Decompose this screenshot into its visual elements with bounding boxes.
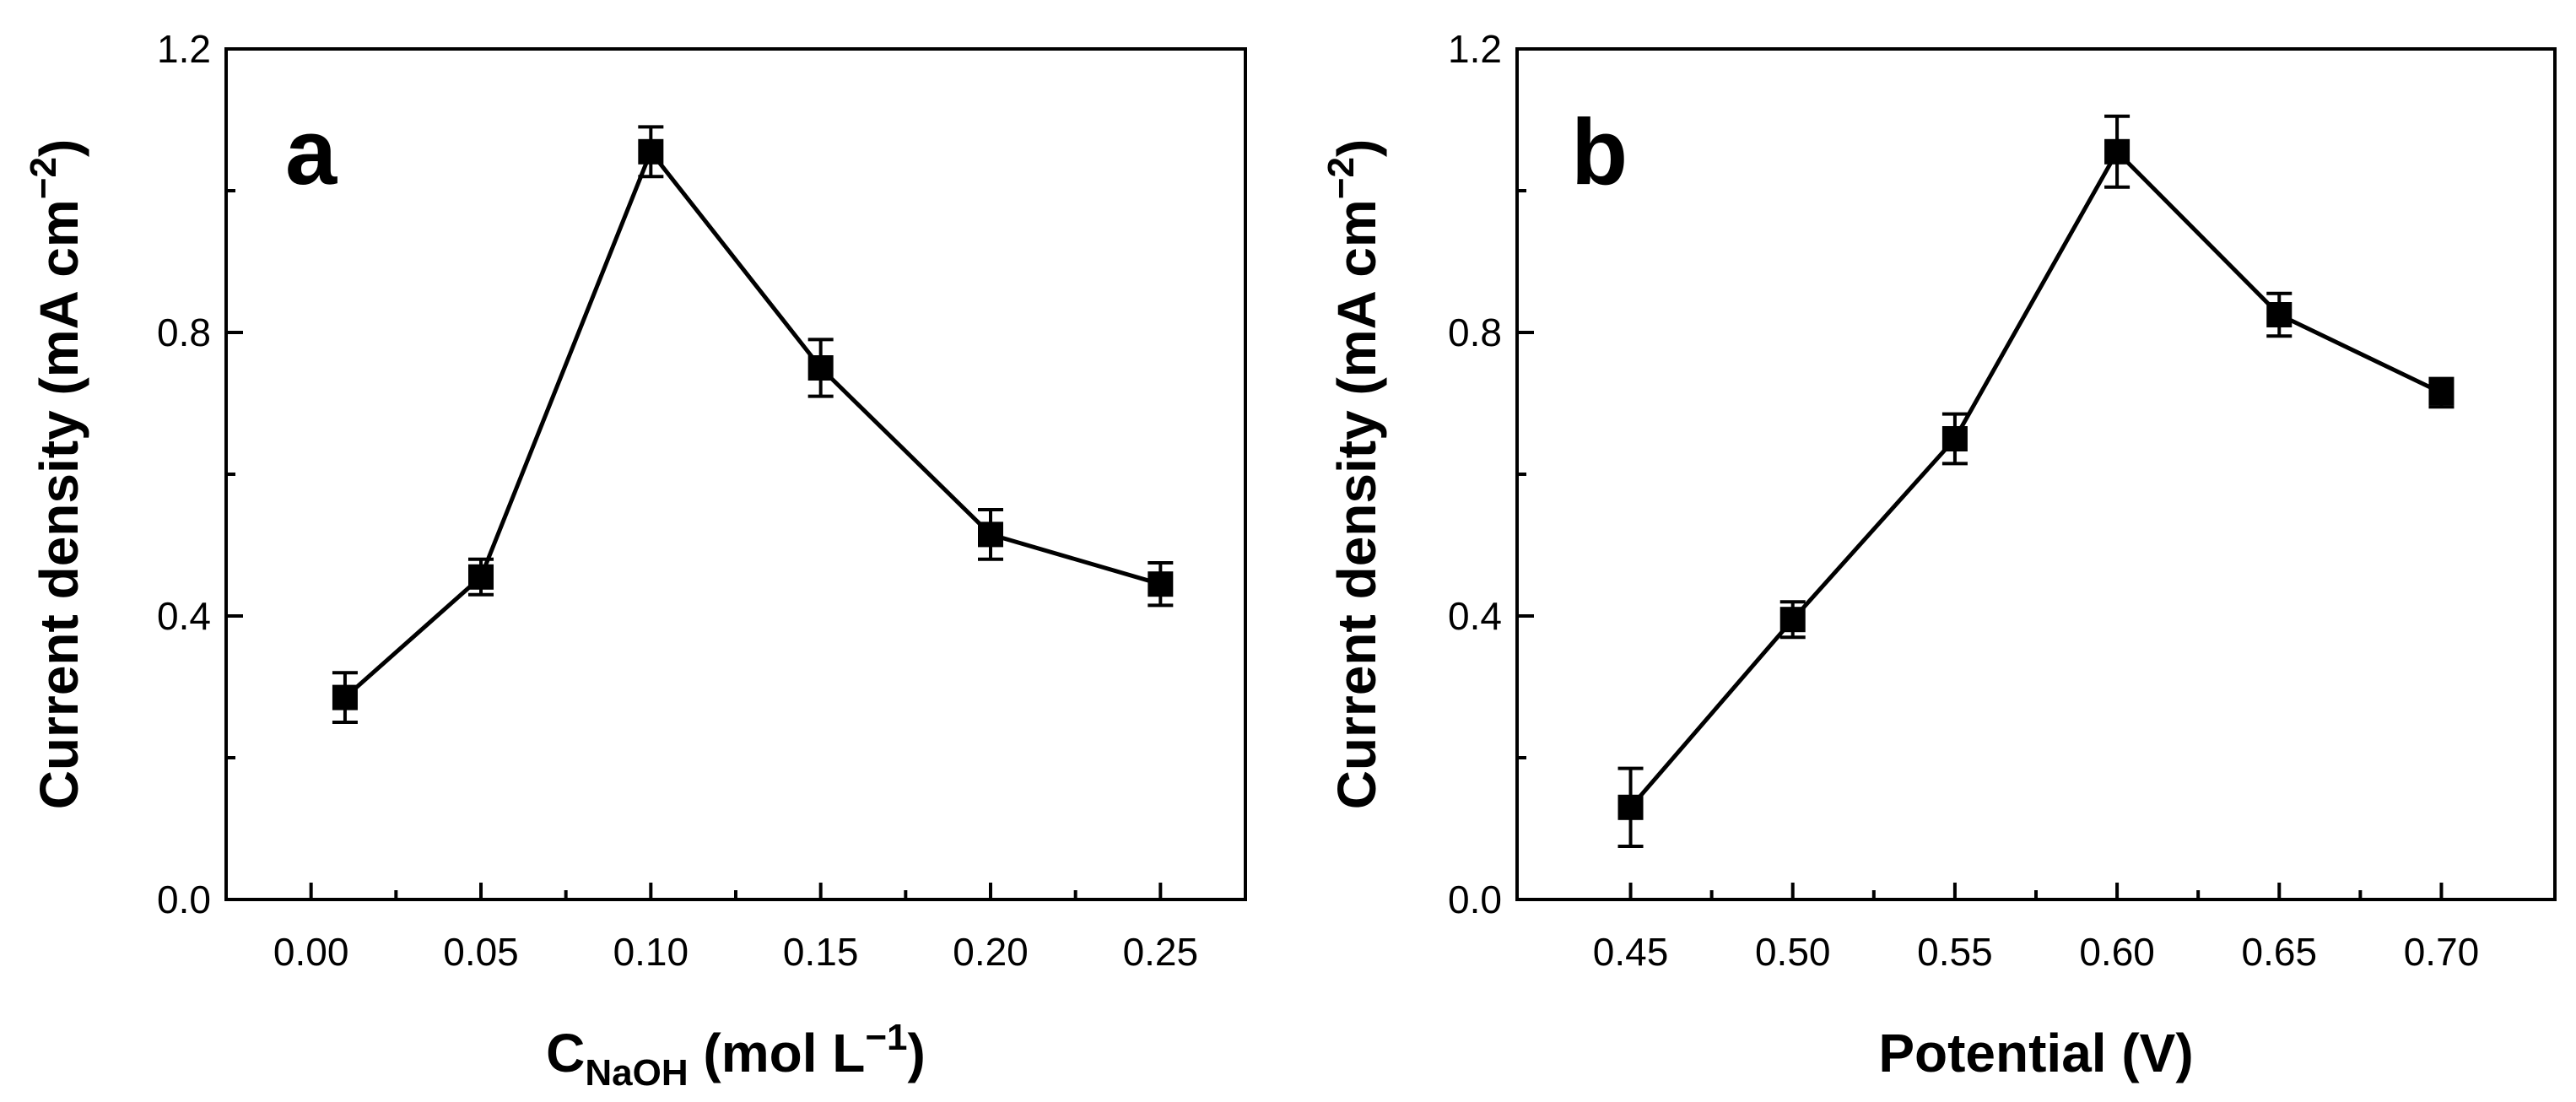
panel-a-data-point (978, 521, 1003, 548)
panel-a-xlabel-sub: NaOH (585, 1052, 688, 1094)
panel-b-x-tick-label: 0.55 (1917, 930, 1993, 974)
panel-a-y-axis-title: Current density (mA cm−2) (23, 139, 89, 810)
panel-b-letter: b (1571, 100, 1628, 204)
panel-a-ticks: 0.00 0.05 0.10 0.15 0.20 0.25 0.0 0.4 0.8 1.2 (157, 27, 1198, 974)
panel-b-data-point (1617, 794, 1644, 820)
panel-b-series-line (1628, 148, 2443, 809)
panel-a-x-tick-label: 0.10 (613, 930, 689, 974)
panel-a-x-axis-title: CNaOH (mol L−1) (546, 1017, 926, 1094)
panel-b-ylabel-main: Current density (mA cm (1326, 199, 1387, 809)
panel-b-data-point (2428, 380, 2454, 406)
panel-b-y-tick-label: 0.8 (1448, 311, 1502, 354)
panel-b-data-point (1941, 426, 1968, 451)
panel-a-series-line (343, 147, 1162, 700)
panel-b-ticks: 0.45 0.50 0.55 0.60 0.65 0.70 0.0 0.4 0.8 1.2 (1448, 27, 2479, 974)
panel-b-ylabel-close: ) (1326, 139, 1387, 157)
panel-b-y-tick-label: 1.2 (1448, 27, 1502, 71)
panel-a-x-tick-label: 0.20 (953, 930, 1029, 974)
panel-b: 0.45 0.50 0.55 0.60 0.65 0.70 0.0 0.4 0.8 1.2 b P… (1320, 27, 2557, 1083)
panel-a-ylabel-main: Current density (mA cm (29, 199, 89, 809)
panel-b-data-point (2266, 302, 2292, 327)
panel-a-plot-frame (224, 47, 1247, 901)
panel-a-xlabel-sup: −1 (865, 1017, 907, 1058)
panel-b-data-point (1779, 607, 1806, 633)
panel-a-data-point (1148, 571, 1174, 597)
panel-b-x-tick-label: 0.50 (1755, 930, 1831, 974)
panel-a-x-tick-label: 0.25 (1123, 930, 1199, 974)
panel-b-series (1617, 114, 2454, 848)
panel-a-y-tick-label: 0.0 (157, 878, 211, 921)
panel-b-x-axis-title: Potential (V) (1878, 1023, 2193, 1083)
panel-a-data-point (332, 684, 358, 710)
panel-a-xlabel-main: C (546, 1023, 585, 1083)
panel-b-y-tick-label: 0.0 (1448, 878, 1502, 921)
panel-b-data-point (2104, 138, 2130, 165)
panel-a-y-tick-label: 0.8 (157, 311, 211, 354)
panel-a-data-point (807, 355, 834, 381)
panel-a-xlabel-close: ) (908, 1023, 926, 1083)
panel-a-series (332, 125, 1174, 724)
panel-b-x-tick-label: 0.60 (2079, 930, 2155, 974)
panel-b-x-tick-label: 0.65 (2242, 930, 2318, 974)
panel-a: 0.00 0.05 0.10 0.15 0.20 0.25 0.0 0.4 0.8 1.2 a C… (23, 27, 1247, 1094)
panel-a-ylabel-sup: −2 (23, 157, 64, 199)
panel-b-x-tick-label: 0.70 (2404, 930, 2480, 974)
panel-a-xlabel-rest: (mol L (689, 1023, 866, 1083)
panel-b-y-tick-label: 0.4 (1448, 594, 1502, 638)
panel-b-x-tick-label: 0.45 (1593, 930, 1669, 974)
panel-a-x-tick-label: 0.05 (443, 930, 519, 974)
panel-b-ylabel-sup: −2 (1320, 157, 1362, 199)
panel-a-y-tick-label: 1.2 (157, 27, 211, 71)
panel-a-letter: a (285, 100, 338, 204)
panel-a-data-point (638, 138, 664, 165)
panel-a-x-tick-label: 0.00 (273, 930, 349, 974)
panel-a-ylabel-close: ) (29, 139, 89, 157)
panel-a-y-tick-label: 0.4 (157, 594, 211, 638)
panel-a-x-tick-label: 0.15 (783, 930, 859, 974)
panel-a-data-point (468, 564, 494, 590)
panel-b-xlabel-main: Potential (V) (1878, 1023, 2193, 1083)
panel-b-y-axis-title: Current density (mA cm−2) (1320, 139, 1387, 810)
panel-b-plot-frame (1515, 47, 2557, 901)
